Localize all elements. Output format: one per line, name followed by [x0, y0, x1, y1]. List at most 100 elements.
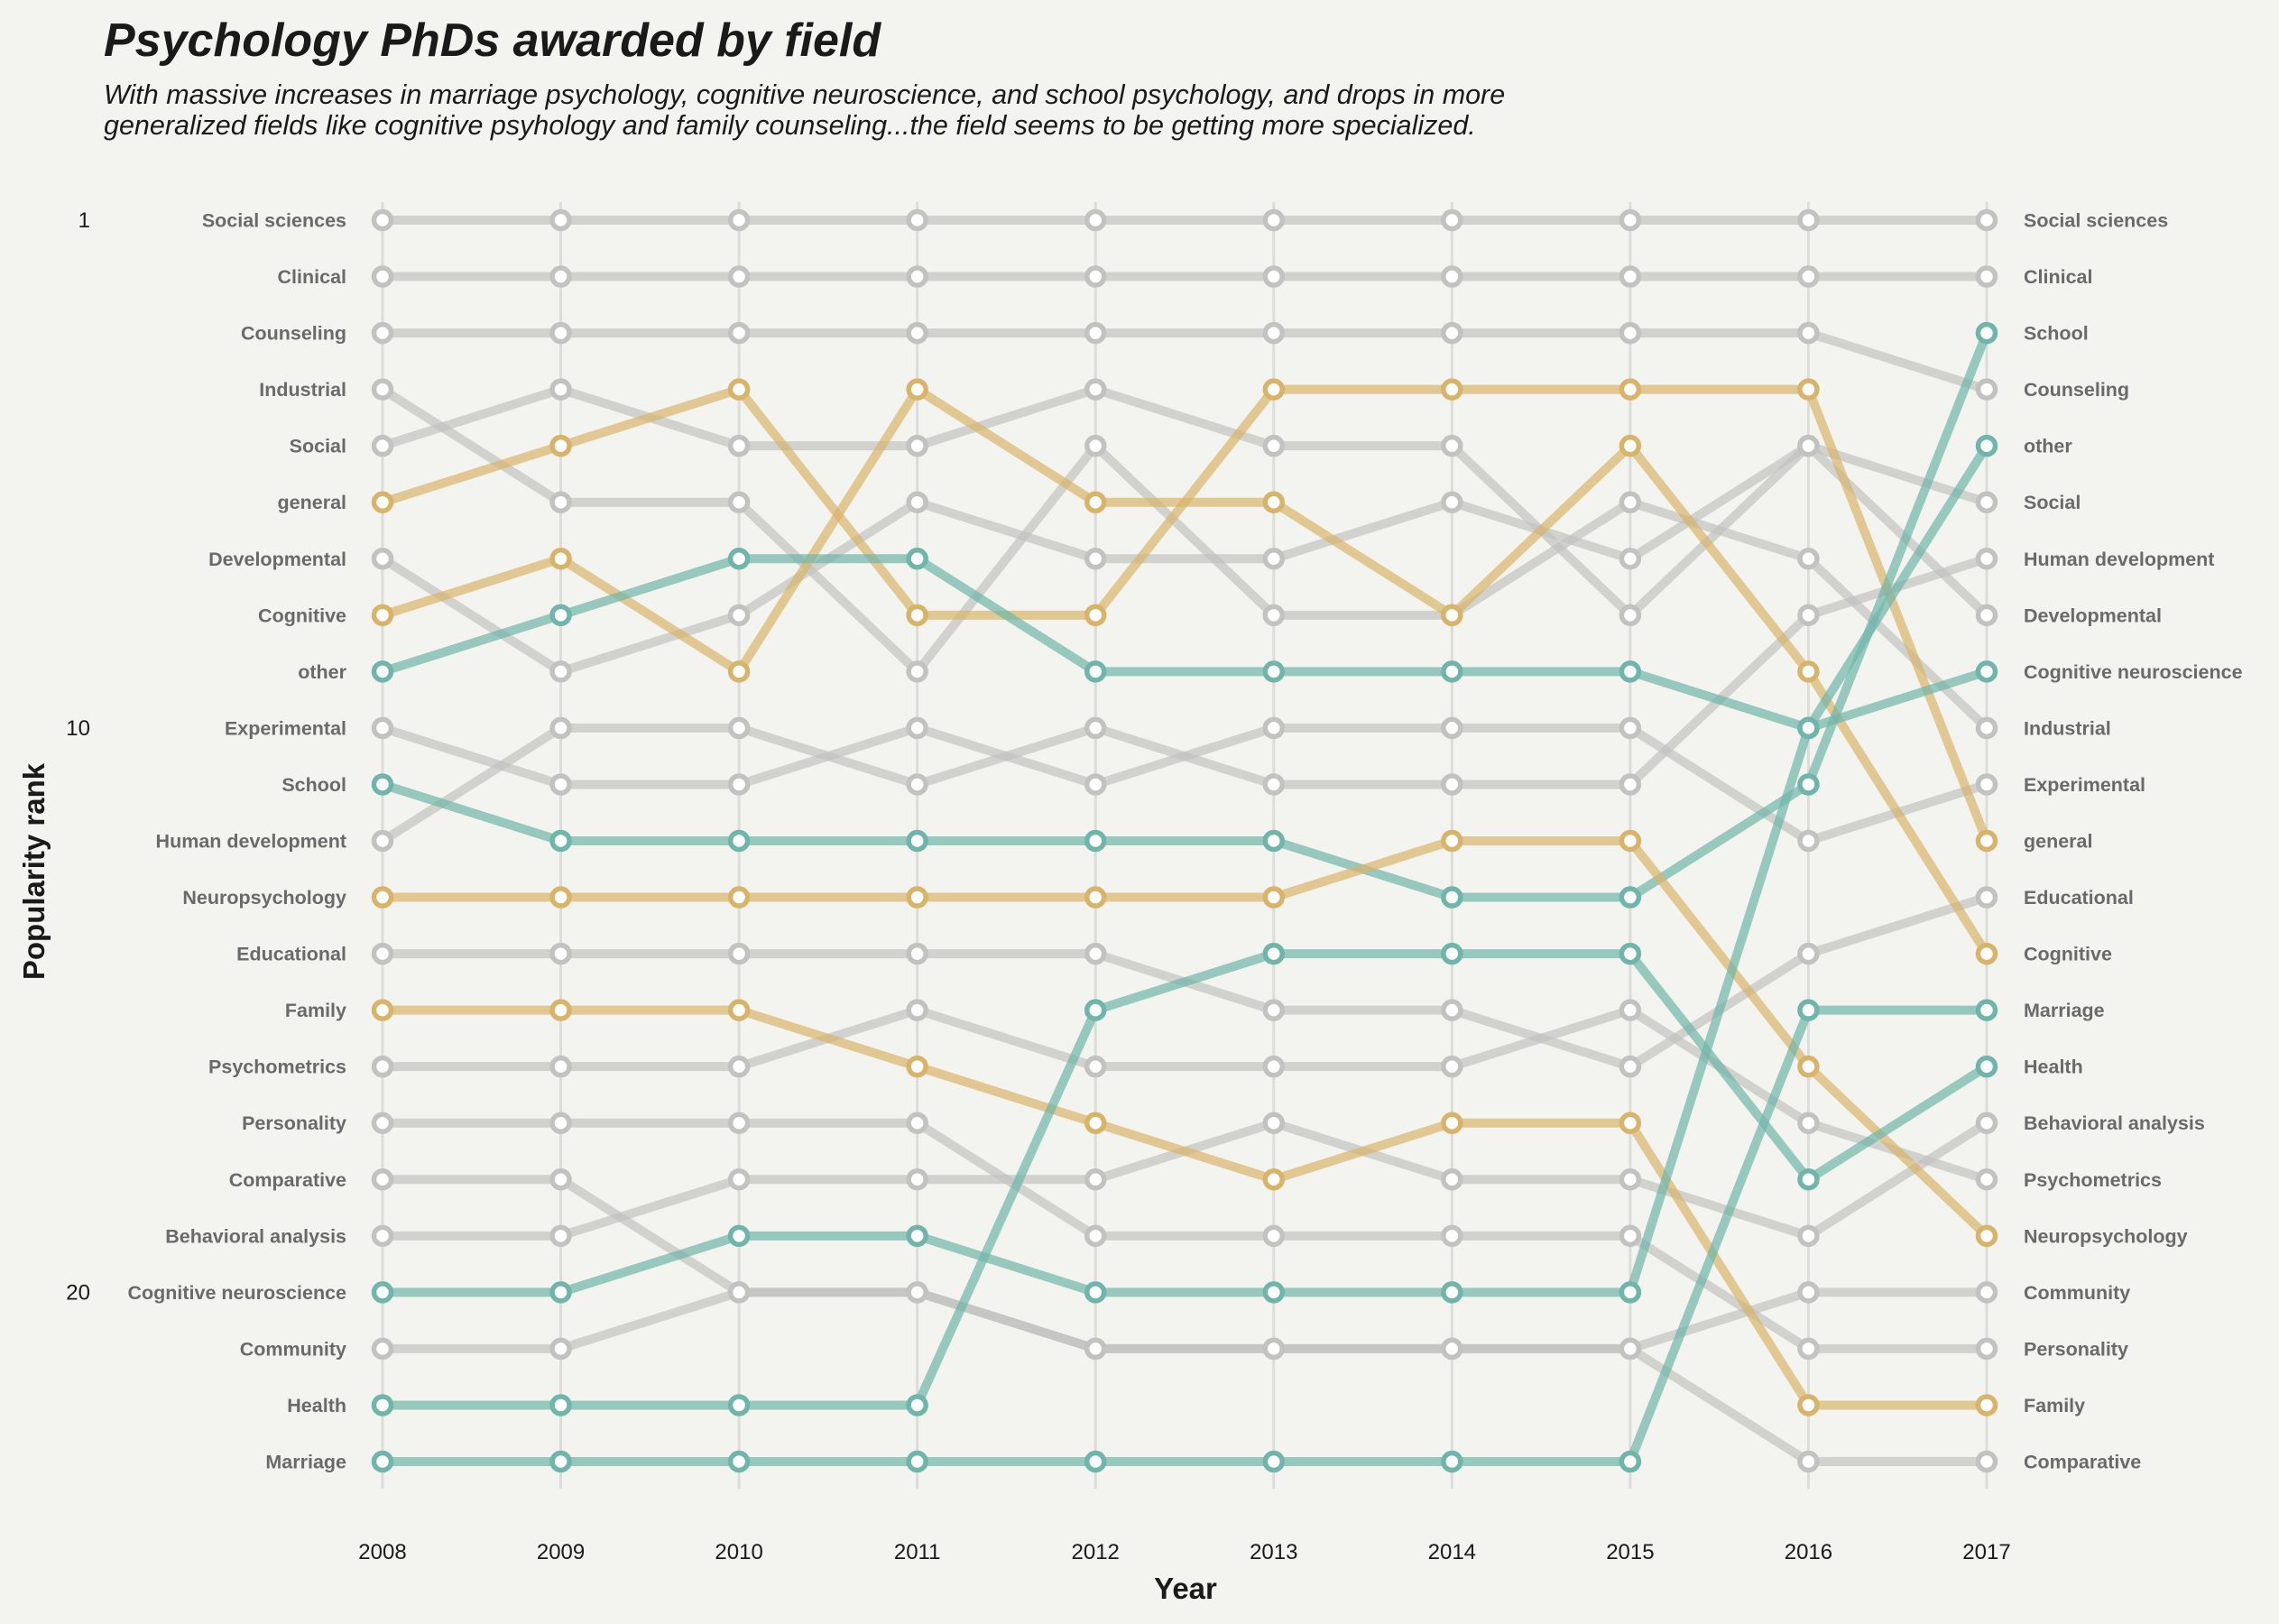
right-label-19: Neuropsychology	[2024, 1225, 2188, 1247]
x-tick-2013: 2013	[1250, 1540, 1297, 1564]
point-general-2016	[1797, 378, 1820, 401]
point-human-development-2016	[1797, 604, 1820, 627]
point-health-2013	[1262, 942, 1286, 965]
point-experimental-2017	[1975, 773, 1998, 796]
point-behavioral-analysis-2012	[1084, 1168, 1107, 1191]
point-psychometrics-2014	[1441, 1055, 1463, 1078]
point-developmental-2013	[1262, 548, 1286, 570]
point-community-2011	[906, 1281, 928, 1304]
point-health-2012	[1084, 999, 1107, 1021]
point-family-2015	[1619, 1112, 1642, 1134]
point-counseling-2009	[549, 321, 572, 345]
point-cognitive-2008	[371, 604, 394, 627]
point-marriage-2012	[1084, 1450, 1107, 1473]
right-label-16: Health	[2024, 1057, 2083, 1078]
y-axis-label: Popularity rank	[17, 762, 51, 980]
right-label-5: other	[2024, 436, 2072, 457]
x-tick-2017: 2017	[1962, 1540, 2010, 1564]
point-counseling-2011	[906, 321, 928, 345]
point-behavioral-analysis-2016	[1797, 1224, 1820, 1248]
left-label-9: other	[298, 661, 346, 683]
series-line-developmental	[378, 441, 1991, 677]
point-psychometrics-2016	[1797, 1112, 1820, 1134]
chart-subtitle-line-1: With massive increases in marriage psych…	[104, 79, 1505, 110]
point-personality-2013	[1262, 1224, 1286, 1248]
point-personality-2012	[1084, 1224, 1107, 1248]
point-school-2014	[1441, 886, 1463, 909]
point-general-2009	[549, 434, 572, 457]
x-tick-2014: 2014	[1428, 1540, 1476, 1564]
point-other-2015	[1619, 660, 1642, 683]
series-lines	[378, 216, 1991, 1466]
point-educational-2016	[1797, 942, 1820, 965]
y-tick-10: 10	[66, 716, 90, 741]
right-label-10: Industrial	[2024, 717, 2111, 739]
point-community-2012	[1084, 1337, 1107, 1361]
left-label-16: Psychometrics	[208, 1057, 346, 1078]
point-industrial-2013	[1262, 604, 1286, 627]
left-label-15: Family	[285, 1000, 346, 1021]
point-health-2009	[549, 1394, 572, 1416]
point-cognitive-2009	[549, 548, 572, 570]
point-cognitive-2017	[1975, 942, 1998, 965]
point-neuropsychology-2013	[1262, 886, 1286, 909]
point-experimental-2011	[906, 716, 928, 740]
point-community-2015	[1619, 1337, 1642, 1361]
point-general-2017	[1975, 829, 1998, 853]
series-line-cognitive-neuroscience	[378, 667, 1991, 1297]
right-label-14: Cognitive	[2024, 944, 2112, 965]
point-family-2016	[1797, 1394, 1820, 1416]
point-family-2009	[549, 999, 572, 1021]
point-psychometrics-2015	[1619, 999, 1642, 1021]
point-social-2015	[1619, 604, 1642, 627]
right-rank-labels: Social sciences Clinical School Counseling o…	[2024, 210, 2243, 1473]
right-label-17: Behavioral analysis	[2024, 1112, 2205, 1134]
right-label-21: Personality	[2024, 1338, 2128, 1360]
point-industrial-2016	[1797, 548, 1820, 570]
point-health-2014	[1441, 942, 1463, 965]
point-clinical-2012	[1084, 265, 1107, 288]
point-psychometrics-2017	[1975, 1168, 1998, 1191]
right-label-12: general	[2024, 831, 2092, 853]
x-tick-2010: 2010	[715, 1540, 762, 1564]
chart-title: Psychology PhDs awarded by field	[104, 14, 881, 67]
point-health-2017	[1975, 1055, 1998, 1078]
point-experimental-2012	[1084, 773, 1107, 796]
point-cognitive-2012	[1084, 491, 1107, 513]
point-school-2011	[906, 829, 928, 853]
point-other-2017	[1975, 434, 1998, 457]
point-developmental-2008	[371, 548, 394, 570]
point-personality-2014	[1441, 1224, 1463, 1248]
point-marriage-2010	[727, 1450, 751, 1473]
point-cognitive-2010	[727, 660, 751, 683]
point-developmental-2017	[1975, 604, 1998, 627]
point-behavioral-analysis-2011	[906, 1168, 928, 1191]
point-marriage-2011	[906, 1450, 928, 1473]
left-label-8: Cognitive	[258, 604, 346, 626]
point-clinical-2010	[727, 265, 751, 288]
point-developmental-2016	[1797, 434, 1820, 457]
point-family-2010	[727, 999, 751, 1021]
right-label-7: Human development	[2024, 549, 2214, 570]
point-health-2011	[906, 1394, 928, 1416]
point-neuropsychology-2016	[1797, 1055, 1820, 1078]
point-experimental-2009	[549, 773, 572, 796]
right-label-15: Marriage	[2024, 1000, 2105, 1021]
point-health-2016	[1797, 1168, 1820, 1191]
right-label-20: Community	[2024, 1282, 2130, 1304]
point-neuropsychology-2010	[727, 886, 751, 909]
right-label-13: Educational	[2024, 887, 2134, 909]
right-label-2: Clinical	[2024, 266, 2092, 288]
point-comparative-2017	[1975, 1450, 1998, 1473]
point-human-development-2017	[1975, 548, 1998, 570]
point-marriage-2017	[1975, 999, 1998, 1021]
point-social-2012	[1084, 378, 1107, 401]
left-label-12: Human development	[156, 831, 346, 853]
point-counseling-2017	[1975, 378, 1998, 401]
point-counseling-2012	[1084, 321, 1107, 345]
x-tick-2015: 2015	[1606, 1540, 1654, 1564]
point-school-2016	[1797, 773, 1820, 796]
point-other-2008	[371, 660, 394, 683]
point-personality-2015	[1619, 1224, 1642, 1248]
